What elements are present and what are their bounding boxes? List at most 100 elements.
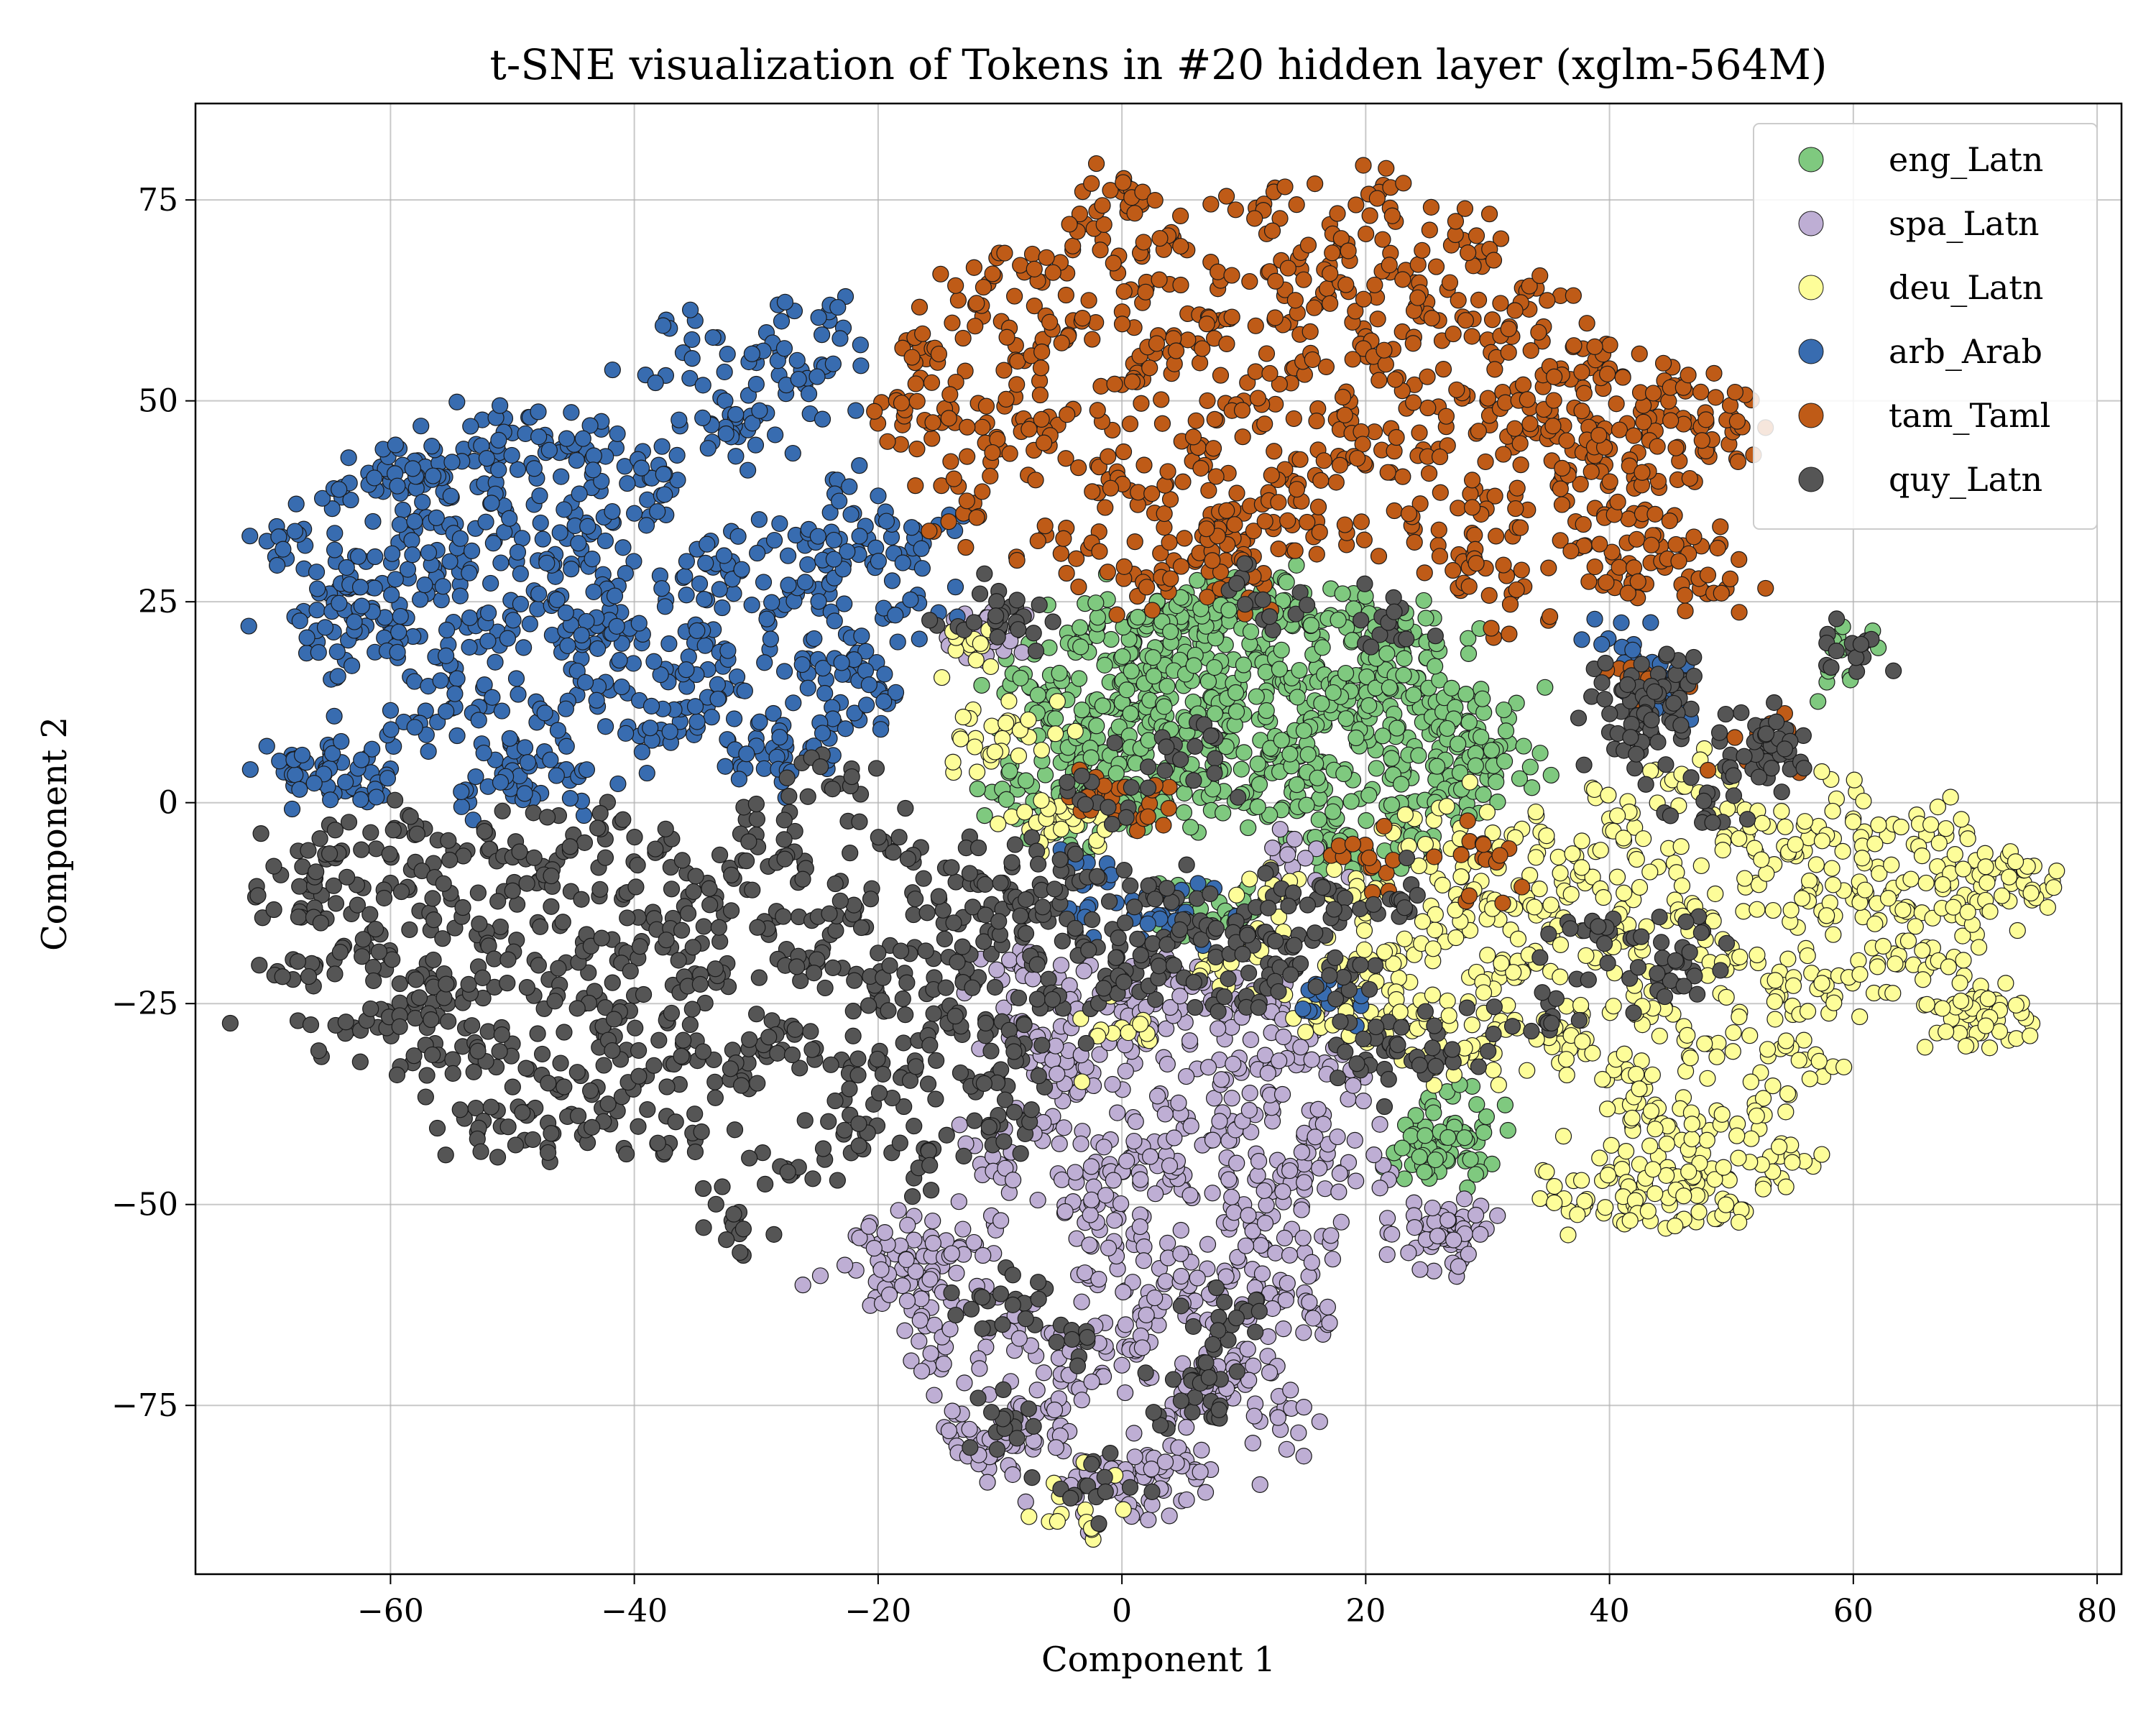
data-point bbox=[1330, 1129, 1345, 1145]
data-point bbox=[1235, 429, 1250, 445]
data-point bbox=[1731, 551, 1747, 567]
data-point bbox=[413, 418, 429, 434]
data-point bbox=[1642, 1138, 1658, 1154]
data-point bbox=[1396, 175, 1411, 191]
data-point bbox=[1737, 870, 1753, 886]
data-point bbox=[1802, 1071, 1818, 1087]
data-point bbox=[1045, 1052, 1061, 1068]
data-point bbox=[1397, 806, 1413, 822]
data-point bbox=[1574, 403, 1590, 419]
data-point bbox=[1537, 679, 1553, 695]
data-point bbox=[390, 478, 405, 494]
data-point bbox=[1471, 292, 1487, 308]
data-point bbox=[1192, 355, 1208, 371]
data-point bbox=[1425, 941, 1441, 957]
data-point bbox=[292, 613, 308, 629]
data-point bbox=[870, 553, 886, 569]
data-point bbox=[1516, 377, 1531, 392]
data-point bbox=[1058, 451, 1074, 467]
data-point bbox=[942, 1321, 958, 1337]
data-point bbox=[1378, 357, 1393, 372]
data-point bbox=[1468, 1208, 1484, 1223]
data-point bbox=[1784, 1154, 1800, 1170]
data-point bbox=[1552, 481, 1568, 497]
data-point bbox=[2040, 899, 2055, 915]
data-point bbox=[1496, 446, 1511, 462]
data-point bbox=[1033, 743, 1049, 758]
data-point bbox=[1667, 1218, 1683, 1234]
data-point bbox=[756, 574, 772, 590]
data-point bbox=[1587, 611, 1603, 627]
data-point bbox=[1606, 998, 1621, 1014]
data-point bbox=[817, 685, 833, 701]
data-point bbox=[1330, 206, 1345, 221]
data-point bbox=[1302, 1295, 1317, 1310]
data-point bbox=[1777, 819, 1793, 835]
data-point bbox=[1289, 557, 1304, 573]
data-point bbox=[767, 533, 783, 548]
data-point bbox=[530, 404, 546, 420]
data-point bbox=[1636, 414, 1651, 430]
data-point bbox=[800, 556, 816, 572]
data-point bbox=[1115, 648, 1130, 664]
data-point bbox=[369, 789, 384, 805]
data-point bbox=[780, 577, 796, 593]
data-point bbox=[944, 315, 960, 331]
data-point bbox=[1372, 1180, 1388, 1196]
data-point bbox=[1340, 243, 1356, 259]
data-point bbox=[471, 712, 487, 728]
data-point bbox=[438, 704, 454, 720]
data-point bbox=[1785, 978, 1801, 993]
data-point bbox=[837, 1257, 853, 1273]
data-point bbox=[1325, 804, 1341, 819]
data-point bbox=[1113, 1196, 1129, 1212]
data-point bbox=[589, 692, 604, 708]
data-point bbox=[1388, 429, 1404, 445]
data-point bbox=[1248, 318, 1263, 334]
data-point bbox=[1291, 663, 1307, 679]
data-point bbox=[478, 514, 494, 530]
data-point bbox=[387, 571, 403, 587]
data-point bbox=[737, 683, 752, 699]
data-point bbox=[1700, 1070, 1715, 1086]
data-point bbox=[1127, 206, 1143, 221]
data-point bbox=[1347, 1132, 1363, 1148]
data-point bbox=[1304, 1254, 1319, 1270]
data-point bbox=[1595, 890, 1611, 906]
data-point bbox=[1049, 1066, 1065, 1082]
data-point bbox=[1814, 833, 1830, 849]
data-point bbox=[704, 709, 719, 725]
data-point bbox=[1628, 852, 1644, 868]
data-point bbox=[1271, 495, 1286, 510]
data-point bbox=[1410, 290, 1426, 305]
data-point bbox=[1242, 1085, 1258, 1101]
data-point bbox=[1383, 797, 1399, 813]
data-point bbox=[1287, 293, 1303, 308]
data-point bbox=[1200, 1236, 1216, 1252]
data-point bbox=[1622, 1213, 1638, 1228]
data-point bbox=[353, 791, 369, 807]
data-point bbox=[1147, 193, 1163, 208]
data-point bbox=[1501, 321, 1516, 336]
data-point bbox=[1149, 336, 1165, 351]
data-point bbox=[1241, 1102, 1257, 1118]
data-point bbox=[1795, 891, 1810, 906]
data-point bbox=[1136, 457, 1152, 473]
data-point bbox=[993, 1213, 1009, 1228]
data-point bbox=[1460, 645, 1476, 661]
data-point bbox=[1938, 1024, 1954, 1039]
data-point bbox=[809, 369, 825, 385]
data-point bbox=[1179, 1492, 1194, 1507]
data-point bbox=[740, 462, 756, 478]
data-point bbox=[728, 449, 744, 464]
data-point bbox=[1634, 464, 1650, 480]
data-point bbox=[532, 488, 548, 504]
data-point bbox=[1010, 748, 1026, 764]
data-point bbox=[1522, 416, 1538, 432]
data-point bbox=[1387, 372, 1403, 387]
data-point bbox=[556, 502, 572, 518]
data-point bbox=[1286, 410, 1302, 426]
data-point bbox=[730, 528, 746, 544]
data-point bbox=[1088, 595, 1104, 611]
data-point bbox=[1159, 679, 1175, 694]
